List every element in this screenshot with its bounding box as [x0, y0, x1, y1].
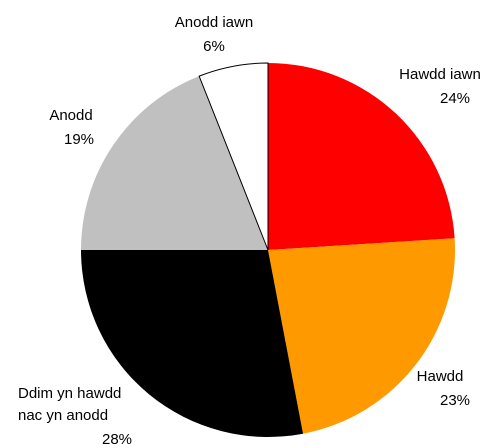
slice-label-2: Hawdd — [417, 368, 464, 385]
slice-label-line: Hawdd — [417, 368, 464, 385]
slice-label-4: Anodd — [49, 107, 92, 124]
pie-labels: Hawdd iawn 24% Hawdd 23% Ddim yn hawdd nac yn… — [18, 14, 481, 448]
slice-label-line: nac yn anodd — [18, 407, 108, 424]
slice-label-line: Hawdd iawn — [399, 66, 481, 83]
slice-percent-2: 23% — [440, 392, 470, 409]
slice-label-line: Anodd iawn — [175, 14, 253, 31]
slice-label-line: Ddim yn hawdd — [18, 385, 121, 402]
slice-label-1: Hawdd iawn — [399, 66, 481, 83]
pie-slices — [81, 62, 456, 437]
pie-slice-1 — [268, 63, 455, 250]
slice-percent-3: 28% — [102, 431, 132, 448]
slice-percent-1: 24% — [440, 90, 470, 107]
pie-slice-4 — [81, 76, 268, 250]
pie-slice-3 — [81, 250, 304, 437]
pie-slice-5 — [198, 62, 269, 251]
pie-slice-2 — [268, 238, 456, 434]
slice-label-line: Anodd — [49, 107, 92, 124]
slice-label-5: Anodd iawn — [175, 14, 253, 31]
slice-label-3: Ddim yn hawdd nac yn anodd — [18, 385, 121, 424]
slice-percent-4: 19% — [64, 131, 94, 148]
slice-percent-5: 6% — [203, 38, 225, 55]
